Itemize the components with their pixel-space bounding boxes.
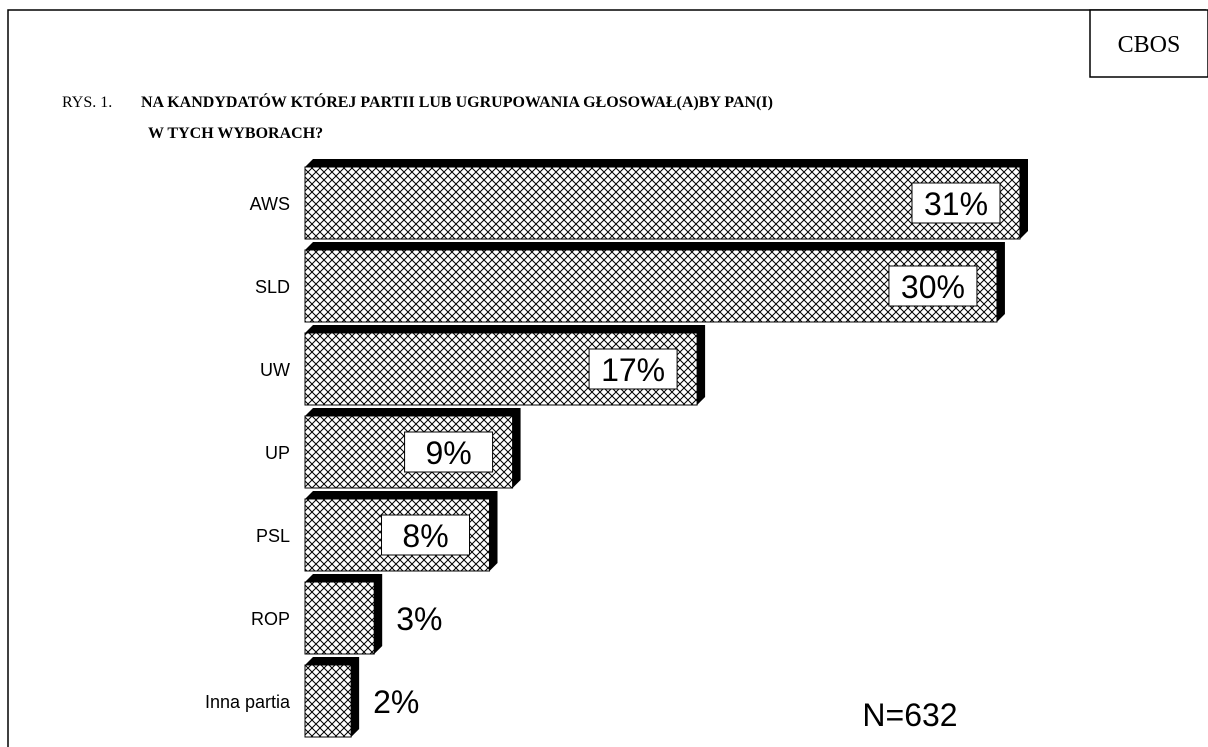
category-label: PSL	[256, 526, 290, 546]
value-label: 8%	[402, 518, 448, 554]
value-label-box	[588, 348, 678, 390]
value-label-box	[911, 182, 1001, 224]
value-label: 30%	[901, 269, 965, 305]
value-label-box	[404, 431, 494, 473]
value-label: 9%	[425, 435, 471, 471]
bar	[304, 249, 998, 323]
bar	[304, 166, 1021, 240]
value-label: 2%	[373, 684, 419, 720]
category-label: ROP	[251, 609, 290, 629]
chart-title: W TYCH WYBORACH?	[148, 125, 323, 142]
chart-title: NA KANDYDATÓW KTÓREJ PARTII LUB UGRUPOWA…	[141, 92, 773, 111]
frame	[7, 9, 1206, 747]
value-label: 3%	[396, 601, 442, 637]
category-label: Inna partia	[205, 692, 291, 712]
badge-box	[1089, 9, 1208, 78]
category-label: SLD	[255, 277, 290, 297]
value-label: 17%	[601, 352, 665, 388]
figure-label: RYS. 1.	[62, 94, 112, 111]
category-label: UP	[265, 443, 290, 463]
bar	[304, 581, 375, 655]
category-label: UW	[260, 360, 290, 380]
note: N=632	[862, 697, 957, 733]
badge: CBOS	[1118, 32, 1181, 58]
category-label: AWS	[250, 194, 290, 214]
value-label-box	[888, 265, 978, 307]
value-label: 31%	[924, 186, 988, 222]
bar	[304, 664, 352, 738]
value-label-box	[381, 514, 471, 556]
